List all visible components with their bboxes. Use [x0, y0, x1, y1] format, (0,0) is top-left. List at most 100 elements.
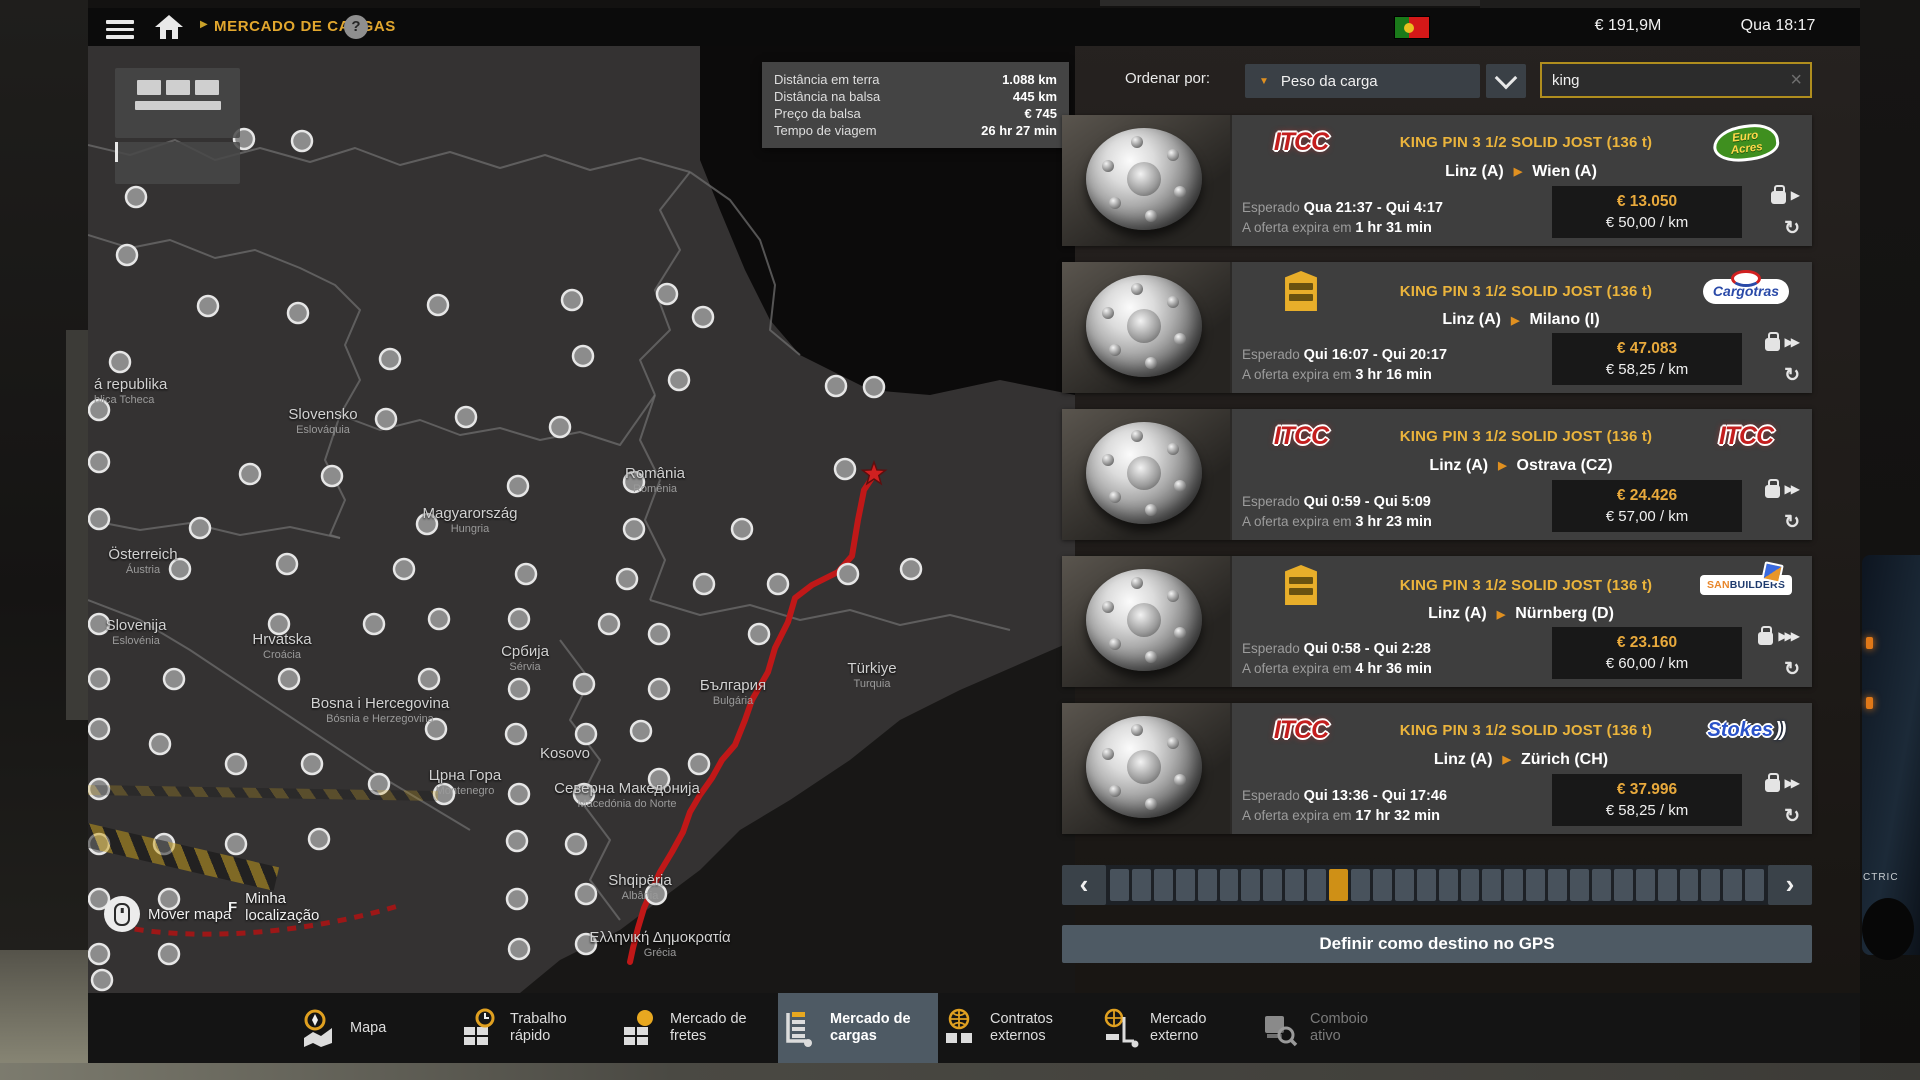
- page-segment[interactable]: [1701, 869, 1721, 901]
- page-segment[interactable]: [1219, 869, 1239, 901]
- city-dot[interactable]: [88, 777, 111, 801]
- city-dot[interactable]: [88, 942, 111, 966]
- city-dot[interactable]: [747, 622, 771, 646]
- city-dot[interactable]: [687, 752, 711, 776]
- city-dot[interactable]: [629, 719, 653, 743]
- city-dot[interactable]: [88, 450, 111, 474]
- city-dot[interactable]: [504, 722, 528, 746]
- city-dot[interactable]: [378, 347, 402, 371]
- sort-dropdown[interactable]: ▼ Peso da carga: [1245, 64, 1480, 98]
- page-segment[interactable]: [1241, 869, 1261, 901]
- city-dot[interactable]: [571, 344, 595, 368]
- page-segment[interactable]: [1307, 869, 1327, 901]
- page-segment[interactable]: [1416, 869, 1436, 901]
- home-icon[interactable]: [154, 14, 184, 40]
- nav-item-external-market[interactable]: Mercado externo: [1098, 993, 1258, 1063]
- nav-item-external-contracts[interactable]: Contratos externos: [938, 993, 1098, 1063]
- page-segment[interactable]: [1438, 869, 1458, 901]
- city-dot[interactable]: [88, 507, 111, 531]
- city-dot[interactable]: [367, 772, 391, 796]
- city-dot[interactable]: [307, 827, 331, 851]
- city-dot[interactable]: [564, 832, 588, 856]
- city-dot[interactable]: [277, 667, 301, 691]
- page-segment[interactable]: [1350, 869, 1370, 901]
- city-dot[interactable]: [275, 552, 299, 576]
- city-dot[interactable]: [124, 185, 148, 209]
- city-dot[interactable]: [157, 887, 181, 911]
- city-dot[interactable]: [454, 405, 478, 429]
- map-options-expand-button[interactable]: [115, 142, 240, 184]
- city-dot[interactable]: [667, 368, 691, 392]
- city-dot[interactable]: [572, 672, 596, 696]
- search-input[interactable]: [1542, 71, 1783, 89]
- city-dot[interactable]: [597, 612, 621, 636]
- nav-item-cargo-market[interactable]: Mercado de cargas: [778, 993, 938, 1063]
- page-segment[interactable]: [1723, 869, 1743, 901]
- city-dot[interactable]: [88, 612, 111, 636]
- page-segment[interactable]: [1570, 869, 1589, 901]
- city-dot[interactable]: [88, 667, 111, 691]
- city-dot[interactable]: [507, 937, 531, 961]
- city-dot[interactable]: [730, 517, 754, 541]
- cargo-offer-row[interactable]: ITCC KING PIN 3 1/2 SOLID JOST (136 t) E…: [1062, 115, 1812, 246]
- page-segment[interactable]: [1394, 869, 1414, 901]
- page-next-button[interactable]: ›: [1768, 865, 1812, 905]
- page-segment-current[interactable]: [1329, 869, 1348, 901]
- city-dot[interactable]: [622, 517, 646, 541]
- city-dot[interactable]: [644, 882, 668, 906]
- page-segment[interactable]: [1657, 869, 1677, 901]
- city-dot[interactable]: [655, 282, 679, 306]
- city-dot[interactable]: [157, 942, 181, 966]
- cargo-offer-row[interactable]: KING PIN 3 1/2 SOLID JOST (136 t) SANBUI…: [1062, 556, 1812, 687]
- nav-item-map[interactable]: Mapa: [298, 993, 458, 1063]
- city-dot[interactable]: [505, 829, 529, 853]
- city-dot[interactable]: [290, 129, 314, 153]
- page-segment[interactable]: [1285, 869, 1305, 901]
- city-dot[interactable]: [300, 752, 324, 776]
- city-dot[interactable]: [833, 457, 857, 481]
- city-dot[interactable]: [392, 557, 416, 581]
- city-dot[interactable]: [108, 350, 132, 374]
- page-segment[interactable]: [1679, 869, 1699, 901]
- city-dot[interactable]: [88, 887, 111, 911]
- page-segment[interactable]: [1613, 869, 1633, 901]
- city-dot[interactable]: [286, 301, 310, 325]
- city-dot[interactable]: [224, 752, 248, 776]
- nav-item-convoy[interactable]: Comboio ativo: [1258, 993, 1418, 1063]
- city-dot[interactable]: [560, 288, 584, 312]
- city-dot[interactable]: [899, 557, 923, 581]
- city-dot[interactable]: [196, 294, 220, 318]
- page-segment[interactable]: [1153, 869, 1173, 901]
- city-dot[interactable]: [507, 782, 531, 806]
- help-button[interactable]: ?: [344, 15, 368, 39]
- page-segment[interactable]: [1460, 869, 1480, 901]
- city-dot[interactable]: [505, 887, 529, 911]
- page-segment[interactable]: [1504, 869, 1524, 901]
- city-dot[interactable]: [548, 415, 572, 439]
- page-segment[interactable]: [1131, 869, 1151, 901]
- city-dot[interactable]: [426, 293, 450, 317]
- page-segment[interactable]: [1175, 869, 1195, 901]
- city-dot[interactable]: [374, 407, 398, 431]
- city-dot[interactable]: [574, 882, 598, 906]
- city-dot[interactable]: [824, 374, 848, 398]
- page-segment[interactable]: [1591, 869, 1611, 901]
- city-dot[interactable]: [362, 612, 386, 636]
- city-dot[interactable]: [224, 832, 248, 856]
- clear-search-icon[interactable]: ×: [1790, 68, 1802, 91]
- city-dot[interactable]: [572, 782, 596, 806]
- page-segment[interactable]: [1548, 869, 1568, 901]
- city-dot[interactable]: [514, 562, 538, 586]
- page-segment[interactable]: [1526, 869, 1546, 901]
- city-dot[interactable]: [647, 677, 671, 701]
- cargo-offer-row[interactable]: KING PIN 3 1/2 SOLID JOST (136 t) Cargot…: [1062, 262, 1812, 393]
- world-map[interactable]: á republika blica Tcheca Slovensko Eslováqu…: [88, 46, 1075, 993]
- page-segment[interactable]: [1482, 869, 1502, 901]
- nav-item-quick-job[interactable]: Trabalho rápido: [458, 993, 618, 1063]
- cargo-offer-row[interactable]: ITCC KING PIN 3 1/2 SOLID JOST (136 t) S…: [1062, 703, 1812, 834]
- city-dot[interactable]: [647, 767, 671, 791]
- page-segment[interactable]: [1372, 869, 1392, 901]
- city-dot[interactable]: [417, 667, 441, 691]
- city-dot[interactable]: [88, 717, 111, 741]
- city-dot[interactable]: [238, 462, 262, 486]
